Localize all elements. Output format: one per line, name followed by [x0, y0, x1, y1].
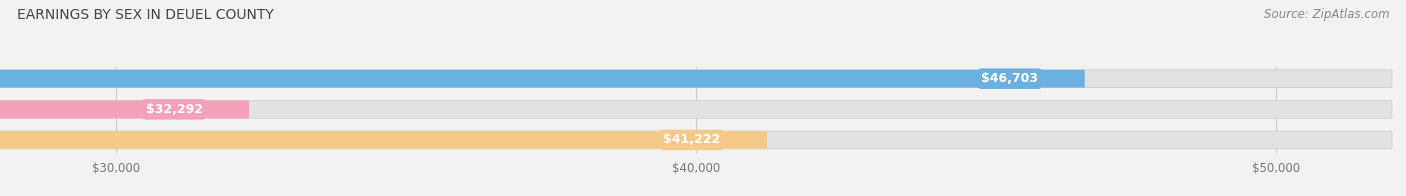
Text: $41,222: $41,222	[664, 133, 720, 146]
FancyBboxPatch shape	[0, 131, 1392, 149]
Text: $32,292: $32,292	[146, 103, 202, 116]
FancyBboxPatch shape	[0, 101, 1392, 118]
FancyBboxPatch shape	[0, 101, 249, 118]
Text: EARNINGS BY SEX IN DEUEL COUNTY: EARNINGS BY SEX IN DEUEL COUNTY	[17, 8, 274, 22]
Text: $46,703: $46,703	[981, 72, 1038, 85]
FancyBboxPatch shape	[0, 131, 766, 149]
FancyBboxPatch shape	[0, 70, 1392, 88]
FancyBboxPatch shape	[0, 70, 1084, 88]
Text: Source: ZipAtlas.com: Source: ZipAtlas.com	[1264, 8, 1389, 21]
